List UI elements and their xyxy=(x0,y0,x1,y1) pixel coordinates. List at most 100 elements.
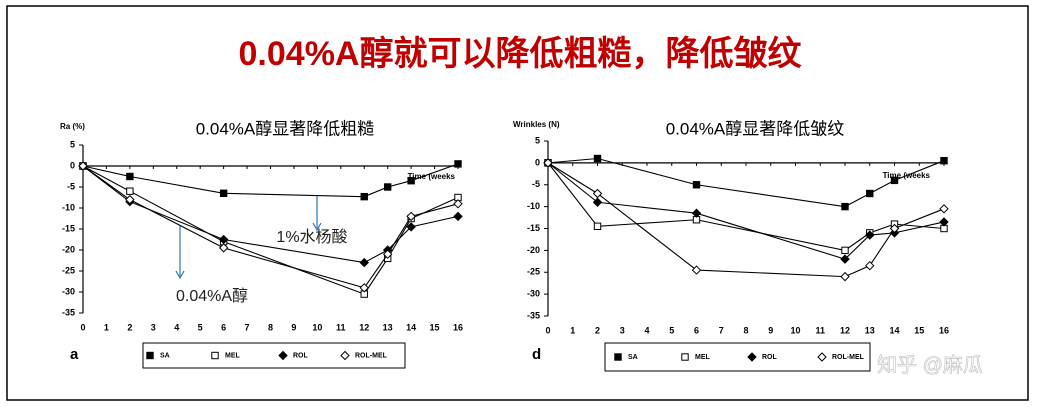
x-tick-label: 12 xyxy=(359,322,369,332)
marker xyxy=(406,222,416,232)
x-tick-label: 2 xyxy=(595,325,600,335)
panel-label: d xyxy=(532,346,541,363)
legend-label: ROL xyxy=(762,354,778,361)
y-tick-label: -20 xyxy=(527,245,540,255)
x-tick-label: 6 xyxy=(221,322,226,332)
chart-title: 0.04%A醇显著降低粗糙 xyxy=(196,119,375,138)
frame xyxy=(6,5,1029,401)
x-tick-label: 4 xyxy=(644,325,649,335)
legend-label: ROL-MEL xyxy=(832,354,865,361)
series-line xyxy=(82,165,459,289)
marker xyxy=(691,265,702,275)
y-axis-label: Wrinkles (N) xyxy=(513,120,560,129)
marker xyxy=(840,271,850,282)
legend-label: MEL xyxy=(695,354,711,361)
legend-label: ROL-MEL xyxy=(355,352,388,359)
legend-label: MEL xyxy=(225,352,241,359)
marker xyxy=(543,158,553,168)
x-tick-label: 11 xyxy=(815,325,825,335)
x-tick-label: 3 xyxy=(151,322,156,332)
marker xyxy=(359,283,369,293)
y-tick-label: 0 xyxy=(70,160,75,170)
x-tick-label: 8 xyxy=(743,325,748,335)
y-tick-label: -10 xyxy=(62,202,75,212)
x-tick-label: 15 xyxy=(914,325,924,335)
x-tick-label: 5 xyxy=(669,325,674,335)
slide-title: 0.04%A醇就可以降低粗糙，降低皱纹 xyxy=(239,35,803,73)
legend-marker xyxy=(340,350,350,361)
marker xyxy=(407,177,415,185)
y-tick-label: 5 xyxy=(70,139,75,149)
x-tick-label: 1 xyxy=(104,322,109,332)
legend-marker xyxy=(747,352,757,362)
y-tick-label: -10 xyxy=(527,201,540,211)
x-tick-label: 0 xyxy=(545,325,550,335)
panel-label: a xyxy=(70,346,79,363)
legend-marker xyxy=(614,353,622,361)
legend-marker xyxy=(146,351,154,360)
x-tick-label: 13 xyxy=(865,325,875,335)
y-tick-label: -25 xyxy=(62,265,75,275)
annotation: 1%水杨酸 xyxy=(276,228,347,246)
legend-box xyxy=(604,342,871,372)
x-tick-label: 9 xyxy=(291,322,296,332)
x-tick-label: 11 xyxy=(336,322,346,332)
marker xyxy=(841,202,849,211)
x-tick-label: 10 xyxy=(790,325,800,335)
marker xyxy=(889,223,900,234)
x-tick-label: 14 xyxy=(889,325,899,335)
y-tick-label: -5 xyxy=(67,181,75,191)
marker xyxy=(939,217,949,227)
x-tick-label: 15 xyxy=(430,322,440,332)
legend-marker xyxy=(278,350,288,361)
y-tick-label: -15 xyxy=(527,223,540,233)
marker xyxy=(592,188,603,199)
y-tick-label: 0 xyxy=(535,157,540,167)
marker xyxy=(78,161,88,171)
x-tick-label: 4 xyxy=(174,322,179,332)
x-tick-label: 6 xyxy=(694,325,699,335)
x-tick-label: 16 xyxy=(453,322,463,332)
x-axis-label: Time (weeks xyxy=(408,172,456,181)
marker xyxy=(453,199,463,209)
marker xyxy=(692,181,701,189)
legend-marker xyxy=(681,353,689,361)
x-tick-label: 2 xyxy=(127,322,132,332)
arrow-head xyxy=(312,222,322,232)
marker xyxy=(383,183,392,191)
x-tick-label: 14 xyxy=(406,322,416,332)
x-tick-label: 3 xyxy=(620,325,625,335)
chart-title: 0.04%A醇显著降低皱纹 xyxy=(666,119,845,138)
y-tick-label: -5 xyxy=(532,179,540,189)
marker xyxy=(219,189,228,198)
series-line xyxy=(82,165,459,264)
marker xyxy=(126,187,134,195)
arrow-head xyxy=(175,270,185,280)
y-tick-label: -15 xyxy=(62,223,75,233)
marker xyxy=(218,243,229,253)
marker xyxy=(359,257,369,268)
legend-label: SA xyxy=(628,354,638,361)
marker xyxy=(890,176,899,185)
x-tick-label: 7 xyxy=(245,322,250,332)
y-tick-label: -35 xyxy=(62,307,75,317)
x-tick-label: 8 xyxy=(268,322,273,332)
y-tick-label: 5 xyxy=(535,135,540,145)
y-tick-label: -30 xyxy=(62,286,75,296)
marker xyxy=(865,260,875,271)
legend-marker xyxy=(211,351,219,360)
marker xyxy=(939,204,949,214)
y-tick-label: -30 xyxy=(527,289,540,299)
marker xyxy=(865,230,875,240)
marker xyxy=(841,246,849,255)
x-tick-label: 7 xyxy=(719,325,724,335)
x-tick-label: 9 xyxy=(768,325,773,335)
marker xyxy=(592,197,603,207)
x-tick-label: 0 xyxy=(80,322,85,332)
annotation: 0.04%A醇 xyxy=(176,287,248,305)
y-axis-label: Ra (%) xyxy=(60,122,85,131)
marker xyxy=(840,254,850,264)
legend-box xyxy=(142,342,406,369)
marker xyxy=(866,189,874,198)
x-tick-label: 16 xyxy=(939,325,949,335)
